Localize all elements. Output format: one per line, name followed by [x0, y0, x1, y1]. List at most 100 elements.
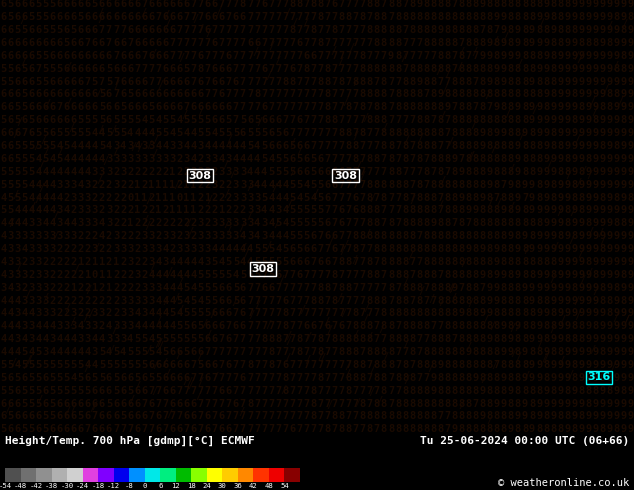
Text: 7: 7	[366, 128, 373, 138]
Text: 8: 8	[451, 76, 458, 87]
Text: 7: 7	[254, 347, 260, 357]
Text: 2: 2	[70, 205, 77, 216]
Text: 5: 5	[212, 257, 218, 267]
Text: 3: 3	[29, 334, 34, 344]
Text: /: /	[355, 161, 361, 171]
Text: 7: 7	[353, 0, 359, 9]
Text: 6: 6	[49, 115, 56, 125]
Text: 6: 6	[155, 0, 162, 9]
Text: 8: 8	[395, 167, 401, 177]
Text: 8: 8	[571, 193, 578, 202]
Text: 9: 9	[607, 141, 613, 151]
Text: 9: 9	[607, 231, 613, 241]
Text: 9: 9	[628, 205, 634, 216]
Text: 8: 8	[311, 386, 316, 396]
Text: 5: 5	[282, 167, 288, 177]
Text: 8: 8	[402, 412, 408, 421]
Text: 6: 6	[63, 115, 70, 125]
Text: 4: 4	[99, 334, 105, 344]
Text: 9: 9	[614, 398, 620, 409]
Text: 8: 8	[529, 154, 535, 164]
Text: 8: 8	[479, 102, 486, 112]
Text: 8: 8	[578, 102, 585, 112]
Text: /: /	[403, 277, 409, 287]
Text: 8: 8	[409, 12, 415, 22]
Text: 6: 6	[106, 51, 112, 61]
Text: 5: 5	[183, 308, 190, 318]
Text: 6: 6	[233, 76, 239, 87]
Text: 8: 8	[465, 25, 472, 35]
Text: 8: 8	[472, 180, 479, 190]
Text: 7: 7	[296, 398, 302, 409]
Text: 8: 8	[346, 373, 352, 383]
Text: © weatheronline.co.uk: © weatheronline.co.uk	[498, 478, 629, 488]
Text: 8: 8	[501, 412, 507, 421]
Text: 9: 9	[515, 244, 521, 254]
Text: 9: 9	[508, 386, 514, 396]
Text: 5: 5	[21, 167, 27, 177]
Text: 7: 7	[339, 360, 345, 370]
Text: 8: 8	[325, 115, 331, 125]
Text: 8: 8	[557, 0, 564, 9]
Text: 8: 8	[472, 244, 479, 254]
Text: 5: 5	[254, 244, 260, 254]
Text: 7: 7	[233, 102, 239, 112]
Text: 8: 8	[359, 231, 366, 241]
Text: 7: 7	[190, 64, 197, 74]
Text: 5: 5	[226, 257, 232, 267]
Text: 7: 7	[275, 0, 281, 9]
Text: /: /	[223, 160, 229, 170]
Bar	[160, 468, 176, 482]
Text: 7: 7	[254, 398, 260, 409]
Text: 6: 6	[134, 398, 140, 409]
Text: 4: 4	[162, 321, 169, 331]
Text: 8: 8	[607, 308, 613, 318]
Text: 9: 9	[571, 12, 578, 22]
Text: 6: 6	[148, 0, 155, 9]
Text: 8: 8	[409, 244, 415, 254]
Text: 9: 9	[614, 308, 620, 318]
Text: 6: 6	[240, 283, 246, 293]
Text: 9: 9	[607, 167, 613, 177]
Text: 5: 5	[134, 334, 140, 344]
Text: 8: 8	[543, 334, 549, 344]
Text: 7: 7	[402, 0, 408, 9]
Text: /: /	[437, 200, 444, 210]
Text: 6: 6	[77, 64, 84, 74]
Text: 7: 7	[190, 25, 197, 35]
Text: 9: 9	[543, 398, 549, 409]
Text: 7: 7	[374, 141, 380, 151]
Text: 8: 8	[366, 424, 373, 434]
Text: 8: 8	[543, 321, 549, 331]
Text: 5: 5	[77, 128, 84, 138]
Text: 8: 8	[472, 270, 479, 280]
Text: 4: 4	[42, 334, 49, 344]
Text: 9: 9	[600, 167, 605, 177]
Text: 7: 7	[120, 424, 126, 434]
Text: 5: 5	[36, 128, 42, 138]
Text: /: /	[154, 339, 160, 348]
Text: 8: 8	[522, 51, 528, 61]
Text: 9: 9	[501, 12, 507, 22]
Text: 1: 1	[92, 283, 98, 293]
Text: 8: 8	[303, 64, 309, 74]
Text: 8: 8	[289, 76, 295, 87]
Text: 3: 3	[120, 295, 126, 306]
Text: 3: 3	[233, 231, 239, 241]
Text: 4: 4	[282, 193, 288, 202]
Text: /: /	[108, 345, 115, 355]
Text: 8: 8	[578, 334, 585, 344]
Text: /: /	[150, 49, 157, 59]
Text: 7: 7	[325, 25, 331, 35]
Text: 3: 3	[14, 244, 20, 254]
Text: 5: 5	[49, 64, 56, 74]
Text: 8: 8	[444, 0, 451, 9]
Text: 6: 6	[268, 128, 275, 138]
Text: 4: 4	[7, 295, 13, 306]
Text: 8: 8	[494, 373, 500, 383]
Text: 8: 8	[494, 167, 500, 177]
Text: 6: 6	[226, 102, 232, 112]
Text: 7: 7	[183, 12, 190, 22]
Text: 4: 4	[99, 218, 105, 228]
Text: 9: 9	[479, 141, 486, 151]
